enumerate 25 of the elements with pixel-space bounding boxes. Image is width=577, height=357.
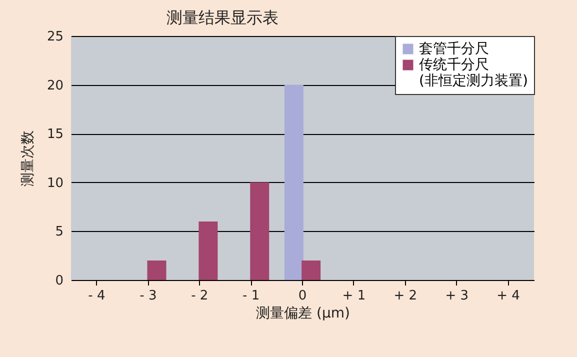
y-tick-label: 0	[55, 274, 64, 288]
bar	[250, 182, 270, 280]
x-tick-label: 0	[298, 288, 307, 304]
legend-label: 传统千分尺 (非恒定测力装置)	[419, 57, 528, 89]
y-tick-label: 15	[46, 127, 64, 142]
x-tick-label: - 3	[140, 288, 157, 304]
x-tick-label: + 3	[445, 288, 468, 304]
y-tick-label: 20	[46, 78, 64, 94]
bar	[147, 260, 166, 280]
x-tick-label: + 4	[496, 288, 520, 304]
x-tick-label: - 2	[191, 288, 208, 304]
x-tick-label: + 1	[342, 288, 366, 304]
y-axis-title: 测量次数	[20, 130, 36, 186]
legend-label: 套管千分尺	[419, 41, 489, 57]
bar	[198, 221, 218, 280]
x-tick-label: + 2	[394, 288, 418, 304]
bar	[302, 260, 321, 280]
y-tick-label: 5	[55, 224, 64, 240]
y-tick-label: 25	[46, 30, 64, 44]
y-tick-label: 10	[46, 176, 64, 191]
chart-title: 测量结果显示表	[166, 8, 278, 27]
x-tick-label: - 1	[242, 288, 260, 304]
x-tick-label: - 4	[88, 288, 106, 304]
bar	[284, 84, 304, 280]
x-axis-title: 测量偏差 (μm)	[256, 306, 350, 322]
